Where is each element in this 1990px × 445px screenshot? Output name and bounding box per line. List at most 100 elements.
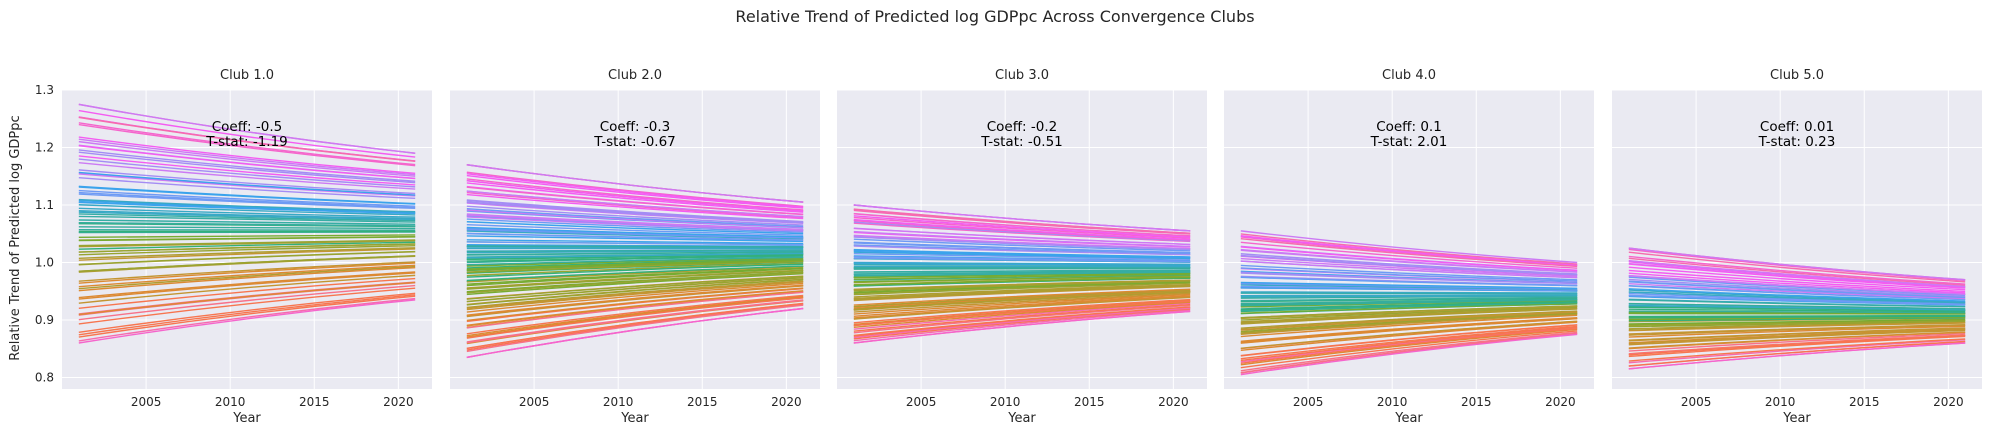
series-line	[78, 209, 416, 220]
series-line	[1240, 296, 1578, 302]
series-line	[466, 164, 804, 203]
series-line	[1628, 321, 1966, 330]
x-tick-label: 2010	[603, 395, 634, 409]
series-line	[1628, 316, 1966, 321]
x-tick-label: 2020	[1545, 395, 1576, 409]
series-line	[78, 122, 416, 166]
x-axis-label: Year	[1782, 411, 1811, 426]
series-line	[1240, 235, 1578, 266]
series-line	[1240, 310, 1578, 329]
series-line	[853, 276, 1191, 286]
series-line	[466, 235, 804, 243]
series-line	[1628, 299, 1966, 308]
series-line	[466, 259, 804, 272]
series-line	[853, 271, 1191, 277]
series-line	[853, 241, 1191, 254]
series-lines	[853, 204, 1191, 344]
x-tick-label: 2005	[906, 395, 937, 409]
y-tick-label: 0.9	[35, 313, 54, 327]
x-tick-label: 2005	[131, 395, 162, 409]
series-line	[1628, 308, 1966, 313]
series-line	[466, 191, 804, 219]
series-line	[466, 299, 804, 344]
y-tick-label: 1.3	[35, 83, 54, 97]
series-line	[78, 250, 416, 266]
tstat-annotation: T-stat: 2.01	[1370, 134, 1448, 150]
series-line	[78, 200, 416, 214]
x-axis-label: Year	[1394, 411, 1423, 426]
series-line	[466, 172, 804, 208]
series-line	[1628, 314, 1966, 318]
series-line	[853, 302, 1191, 330]
series-line	[78, 198, 416, 213]
series-line	[1240, 233, 1578, 265]
series-line	[466, 193, 804, 220]
series-line	[1240, 331, 1578, 372]
x-tick-label: 2015	[687, 395, 718, 409]
x-tick-label: 2015	[299, 395, 330, 409]
series-line	[1240, 248, 1578, 273]
series-line	[466, 182, 804, 213]
series-line	[853, 283, 1191, 298]
series-line	[78, 248, 416, 261]
series-line	[853, 296, 1191, 320]
series-line	[1240, 326, 1578, 362]
series-line	[466, 171, 804, 207]
series-line	[1628, 285, 1966, 301]
panel-title: Club 5.0	[1770, 68, 1824, 83]
series-line	[78, 161, 416, 190]
panel-title: Club 3.0	[995, 68, 1049, 83]
series-line	[853, 221, 1191, 242]
series-line	[853, 250, 1191, 259]
series-line	[1628, 306, 1966, 312]
series-line	[78, 221, 416, 227]
series-line	[78, 191, 416, 209]
series-line	[853, 209, 1191, 235]
x-tick-label: 2015	[1074, 395, 1105, 409]
series-line	[853, 282, 1191, 296]
series-line	[78, 109, 416, 158]
series-line	[466, 304, 804, 353]
series-line	[853, 292, 1191, 313]
tstat-annotation: T-stat: -0.67	[593, 134, 676, 150]
series-line	[1240, 302, 1578, 314]
series-line	[78, 255, 416, 272]
series-line	[1628, 266, 1966, 291]
panel-club-1: 2005 2010 2015 2020 0.8 0.9 1.0 1.1 1.2 1.3 Club 1…	[35, 68, 432, 426]
series-line	[1240, 301, 1578, 312]
series-line	[1628, 247, 1966, 281]
series-line	[466, 186, 804, 216]
series-line	[78, 211, 416, 221]
series-line	[78, 207, 416, 218]
series-line	[853, 234, 1191, 250]
series-line	[853, 303, 1191, 332]
series-line	[466, 297, 804, 339]
series-line	[853, 218, 1191, 241]
panel-title: Club 4.0	[1382, 68, 1436, 83]
series-line	[1628, 334, 1966, 356]
series-line	[1628, 310, 1966, 314]
series-line	[853, 272, 1191, 279]
series-line	[78, 287, 416, 325]
series-line	[466, 190, 804, 218]
series-line	[466, 199, 804, 223]
series-line	[78, 272, 416, 300]
series-line	[78, 294, 416, 336]
series-line	[853, 216, 1191, 239]
series-line	[1628, 281, 1966, 299]
series-line	[853, 289, 1191, 308]
series-line	[78, 155, 416, 186]
series-line	[1240, 267, 1578, 282]
series-line	[853, 273, 1191, 280]
series-line	[1240, 294, 1578, 297]
series-line	[78, 158, 416, 188]
panel-club-4: 2005 2010 2015 2020 Club 4.0 Year Coeff: 0.1T-…	[1224, 68, 1594, 426]
series-line	[853, 308, 1191, 340]
series-line	[78, 228, 416, 231]
series-line	[466, 205, 804, 226]
series-line	[466, 262, 804, 277]
series-line	[1628, 257, 1966, 286]
series-line	[466, 294, 804, 335]
series-line	[78, 177, 416, 200]
series-line	[78, 264, 416, 288]
